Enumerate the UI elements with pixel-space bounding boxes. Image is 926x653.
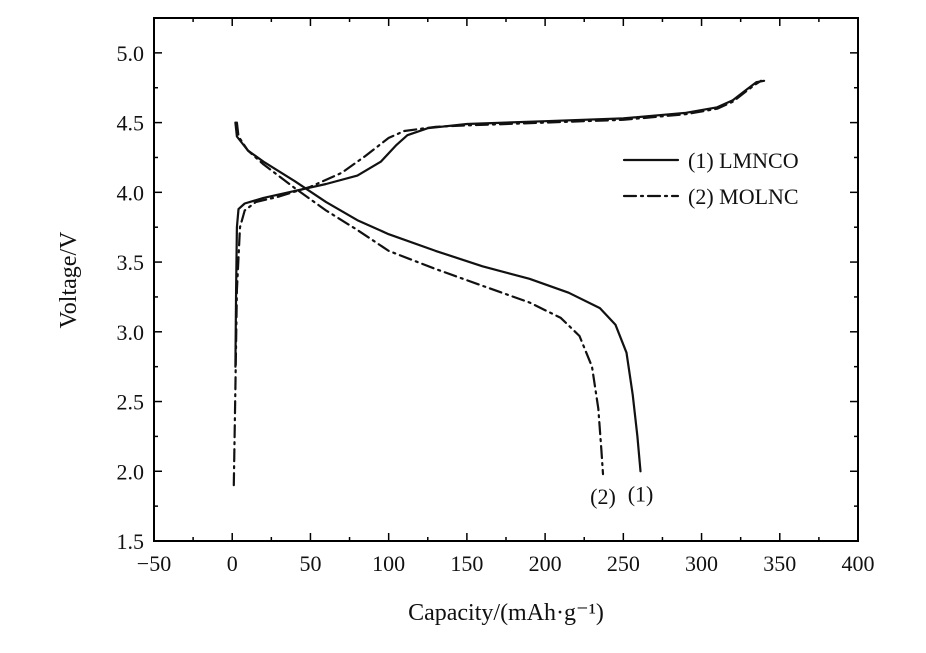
axis-ticks bbox=[153, 18, 859, 542]
tick-labels: −50 0 50 100 150 200 250 300 350 400 1.5 2.0 2.5 3.0 3… bbox=[117, 41, 875, 576]
y-tick-label: 2.0 bbox=[117, 459, 145, 484]
x-tick-label: 100 bbox=[372, 551, 405, 576]
y-tick-label: 3.0 bbox=[117, 320, 145, 345]
series-2-charge-line bbox=[232, 79, 763, 487]
y-tick-label: 1.5 bbox=[117, 529, 145, 554]
x-tick-label: −50 bbox=[137, 551, 171, 576]
x-tick-label: 300 bbox=[685, 551, 718, 576]
plot-frame bbox=[153, 17, 859, 542]
series-1-charge-line bbox=[234, 79, 766, 368]
y-tick-label: 4.5 bbox=[117, 111, 145, 136]
legend-label-2: (2) MOLNC bbox=[688, 184, 799, 209]
x-tick-label: 350 bbox=[763, 551, 796, 576]
series-2-discharge-line bbox=[235, 121, 605, 476]
x-tick-label: 150 bbox=[450, 551, 483, 576]
series-2-end-label: (2) bbox=[590, 484, 616, 509]
y-tick-label: 5.0 bbox=[117, 41, 145, 66]
y-tick-label: 4.0 bbox=[117, 180, 145, 205]
x-tick-label: 0 bbox=[227, 551, 238, 576]
series-1: (1) bbox=[234, 79, 766, 506]
series-group: (1) (2) bbox=[232, 79, 766, 509]
series-2: (2) bbox=[232, 79, 763, 509]
x-tick-label: 250 bbox=[607, 551, 640, 576]
x-axis-title: Capacity/(mAh·g⁻¹) bbox=[408, 600, 604, 626]
series-1-end-label: (1) bbox=[628, 481, 654, 506]
x-tick-label: 50 bbox=[299, 551, 321, 576]
series-1-discharge-line bbox=[234, 121, 642, 473]
y-tick-label: 3.5 bbox=[117, 250, 145, 275]
legend-label-1: (1) LMNCO bbox=[688, 148, 799, 173]
y-axis-title: Voltage/V bbox=[56, 231, 82, 329]
x-tick-label: 200 bbox=[529, 551, 562, 576]
legend: (1) LMNCO (2) MOLNC bbox=[622, 148, 799, 209]
x-tick-label: 400 bbox=[842, 551, 875, 576]
y-tick-label: 2.5 bbox=[117, 390, 145, 415]
